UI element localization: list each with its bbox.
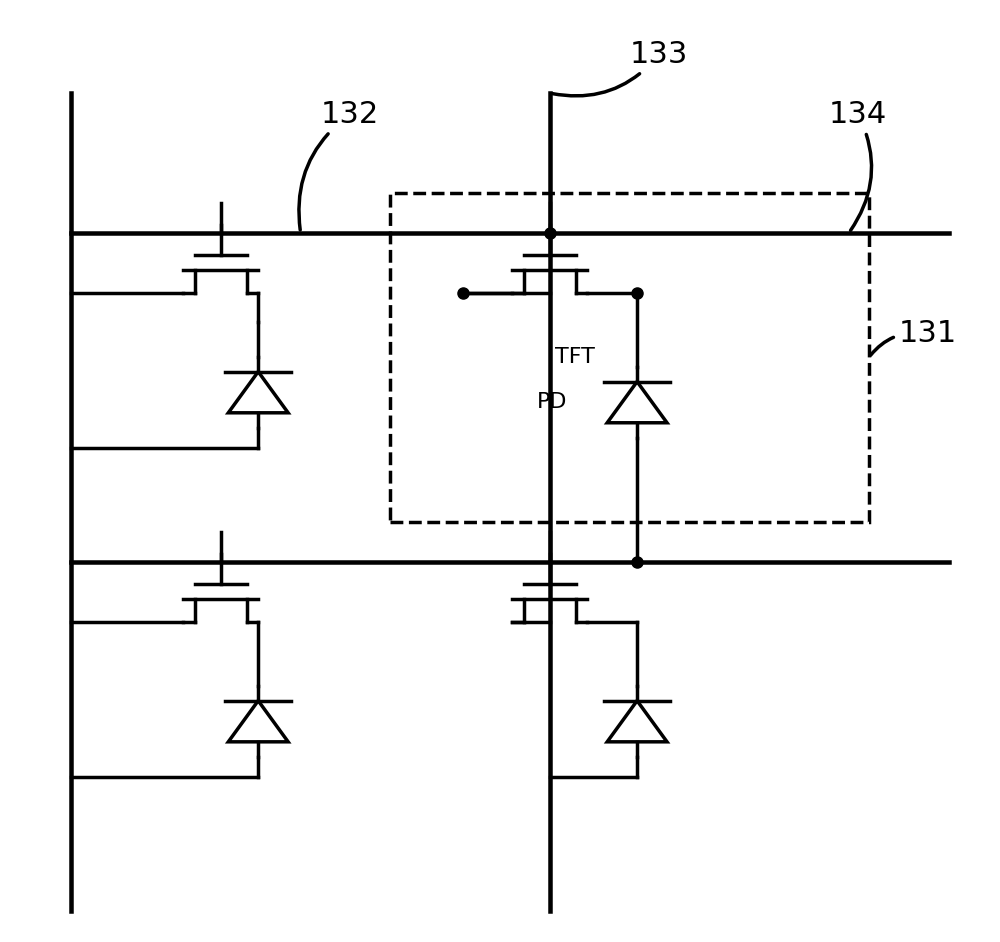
- Text: 132: 132: [299, 100, 379, 230]
- Text: 134: 134: [829, 100, 887, 231]
- Text: 131: 131: [871, 319, 957, 355]
- Text: TFT: TFT: [555, 348, 595, 367]
- Text: 133: 133: [553, 41, 688, 96]
- Text: PD: PD: [537, 392, 567, 413]
- Bar: [390, 193, 869, 522]
